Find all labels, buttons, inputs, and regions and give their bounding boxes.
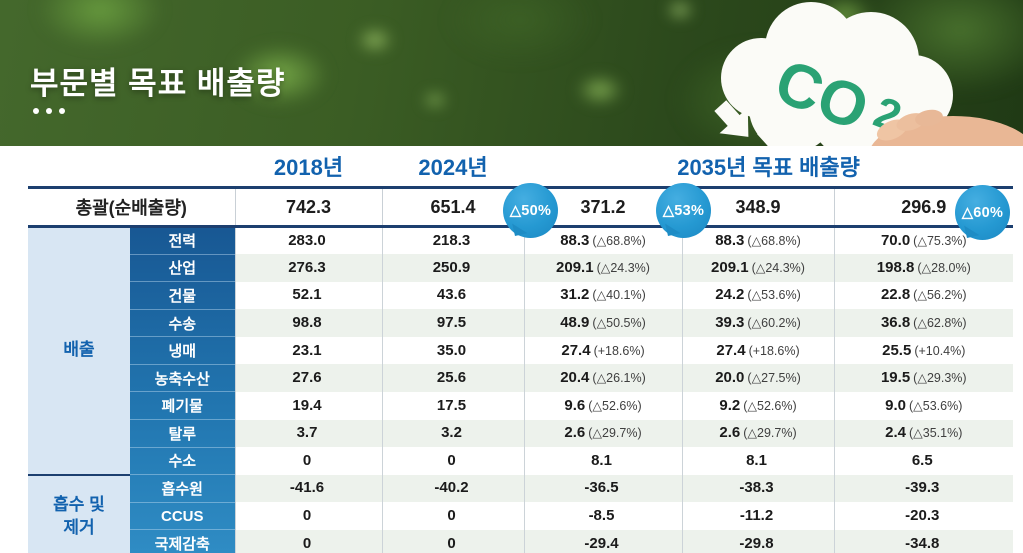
table-row: 건물 52.1 43.6 31.2 (△40.1%) 24.2 (△53.6%) 2… [28,281,1014,310]
row-label: CCUS [130,501,235,530]
co2-cloud-icon: CO 2 [714,2,1023,146]
header-2018: 2018년 [235,146,382,188]
header-2035-target: 2035년 목표 배출량 [524,146,1014,188]
page-title: 부문별 목표 배출량 [30,66,286,101]
summary-2024: 651.4 [381,186,524,228]
table-row: 농축수산 27.6 25.6 20.4 (△26.1%) 20.0 (△27.5%)… [28,363,1014,392]
hero-banner: CO 2 부문별 목표 배출량 [0,0,1023,146]
category-cell-removal: 흡수 및 제거 [28,473,130,553]
reduction-badge-50: △50% [503,183,558,238]
reduction-badge-53: △53% [656,183,711,238]
hand-image [871,109,1023,146]
header-2024: 2024년 [382,146,524,188]
summary-2018: 742.3 [234,186,382,228]
table-row: 흡수 및 제거 흡수원 -41.6 -40.2 -36.5 -38.3 -39.… [28,473,1014,553]
table-row: 산업 276.3 250.9 209.1 (△24.3%) 209.1 (△24.3… [28,253,1014,282]
row-label: 탈루 [130,419,235,448]
table-row: 냉매 23.1 35.0 27.4 (+18.6%) 27.4 (+18.6%) 2… [28,336,1014,365]
table-row: 국제감축 0 0 -29.4 -29.8 -34.8 [28,529,1014,553]
title-dots [33,108,65,114]
table-row: 수소 0 0 8.1 8.1 6.5 [28,446,1014,475]
row-label: 건물 [130,281,235,310]
row-label: 냉매 [130,336,235,365]
table-row: CCUS 0 0 -8.5 -11.2 -20.3 [28,501,1014,530]
reduction-badge-60: △60% [955,185,1010,240]
row-label: 수소 [130,446,235,475]
row-label: 수송 [130,308,235,337]
row-label: 산업 [130,253,235,282]
year-header-row: 2018년 2024년 2035년 목표 배출량 [28,146,1014,188]
table-row: 배출 전력 283.0 218.3 88.3 (△68.8%) 88.3 (△68.… [28,226,1014,475]
row-label: 폐기물 [130,391,235,420]
row-label: 국제감축 [130,529,235,553]
table-row: 폐기물 19.4 17.5 9.6 (△52.6%) 9.2 (△52.6%) 9.… [28,391,1014,420]
row-label: 전력 [130,226,235,255]
row-label: 농축수산 [130,363,235,392]
summary-label: 총괄(순배출량) [28,186,235,228]
table-row: 수송 98.8 97.5 48.9 (△50.5%) 39.3 (△60.2%) 3… [28,308,1014,337]
row-label: 흡수원 [130,474,235,503]
header-spacer [28,146,235,188]
emissions-table: 2018년 2024년 2035년 목표 배출량 총괄(순배출량) 742.3 … [28,146,1014,553]
table-row: 탈루 3.7 3.2 2.6 (△29.7%) 2.6 (△29.7%) 2.4 (△… [28,419,1014,448]
category-cell-emission: 배출 [28,226,130,475]
